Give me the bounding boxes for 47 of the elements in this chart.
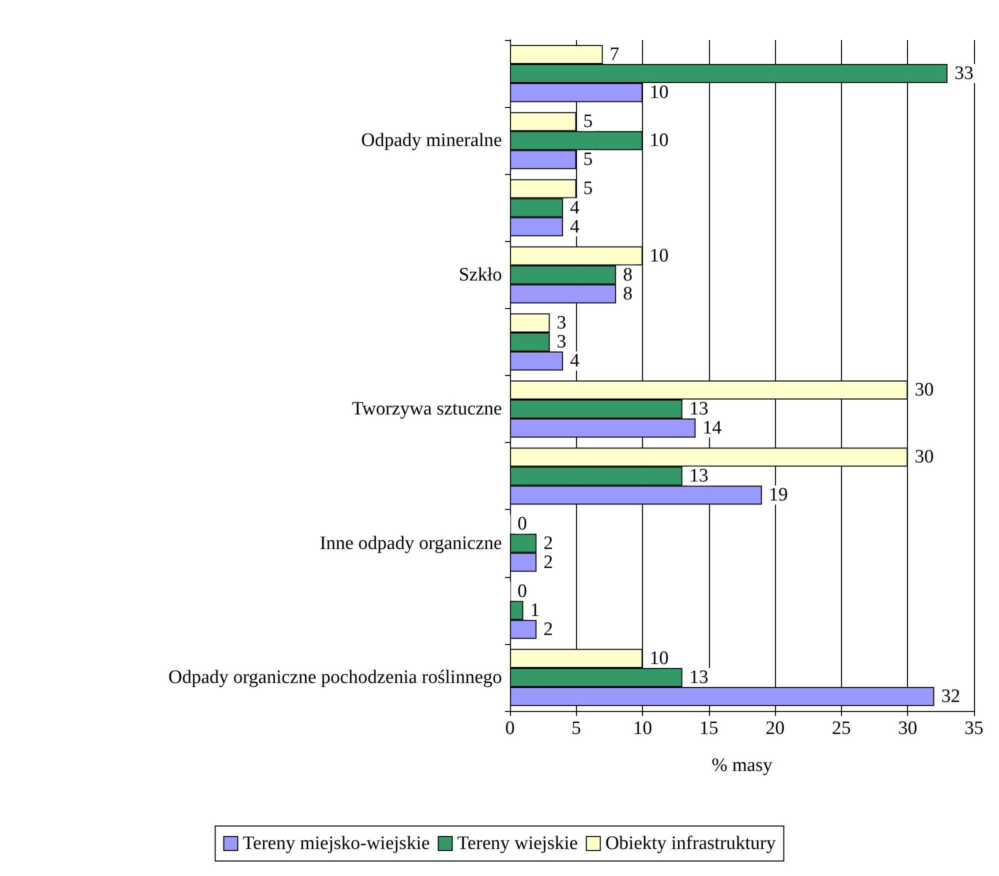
data-label: 5 bbox=[583, 178, 593, 200]
data-label: 10 bbox=[650, 82, 669, 104]
y-tick-label: Inne odpady organiczne bbox=[320, 532, 502, 554]
data-label: 0 bbox=[518, 580, 527, 602]
data-label: 10 bbox=[650, 130, 669, 152]
y-tick-label: Tworzywa sztuczne bbox=[352, 398, 502, 420]
data-label: 1 bbox=[530, 600, 540, 621]
data-label: 10 bbox=[650, 648, 669, 669]
x-tick-label: 25 bbox=[832, 718, 851, 739]
data-label: 32 bbox=[941, 686, 960, 707]
legend-label: Tereny wiejskie bbox=[457, 833, 578, 854]
data-label: 13 bbox=[689, 398, 708, 420]
data-label: 13 bbox=[689, 466, 708, 487]
y-tick-label: Odpady mineralne bbox=[361, 130, 502, 152]
data-label: 8 bbox=[623, 264, 633, 286]
y-tick-label: Odpady organiczne pochodzenia roślinnego bbox=[168, 666, 502, 688]
x-tick-label: 15 bbox=[699, 718, 718, 739]
x-tick-label: 10 bbox=[633, 718, 652, 739]
data-label: 2 bbox=[544, 618, 554, 640]
data-label: 7 bbox=[610, 44, 620, 66]
data-label: 4 bbox=[570, 350, 580, 372]
x-tick-label: 5 bbox=[572, 718, 582, 739]
data-label: 14 bbox=[702, 418, 722, 439]
data-label: 10 bbox=[650, 245, 669, 266]
data-label: 13 bbox=[689, 666, 708, 688]
x-tick-label: 0 bbox=[505, 718, 515, 739]
data-label: 30 bbox=[914, 446, 934, 468]
data-label: 19 bbox=[768, 484, 788, 506]
legend-label: Tereny miejsko-wiejskie bbox=[242, 833, 430, 854]
x-tick-label: 35 bbox=[964, 718, 984, 739]
data-label: 3 bbox=[556, 331, 566, 352]
data-label: 4 bbox=[570, 216, 580, 238]
data-label: 30 bbox=[914, 380, 934, 401]
x-tick-label: 30 bbox=[898, 718, 918, 739]
data-label: 0 bbox=[518, 514, 527, 535]
y-tick-label: Szkło bbox=[458, 264, 502, 286]
data-label: 5 bbox=[583, 149, 593, 170]
data-label: 2 bbox=[544, 552, 554, 573]
x-tick-label: 20 bbox=[766, 718, 785, 739]
data-label: 3 bbox=[556, 312, 566, 334]
data-label: 5 bbox=[583, 111, 593, 132]
data-label: 8 bbox=[623, 283, 633, 304]
legend-label: Obiekty infrastruktury bbox=[605, 833, 776, 854]
data-label: 33 bbox=[954, 63, 974, 84]
data-label: 2 bbox=[544, 532, 554, 554]
data-label: 4 bbox=[570, 197, 580, 218]
x-axis-title: % masy bbox=[712, 755, 773, 776]
